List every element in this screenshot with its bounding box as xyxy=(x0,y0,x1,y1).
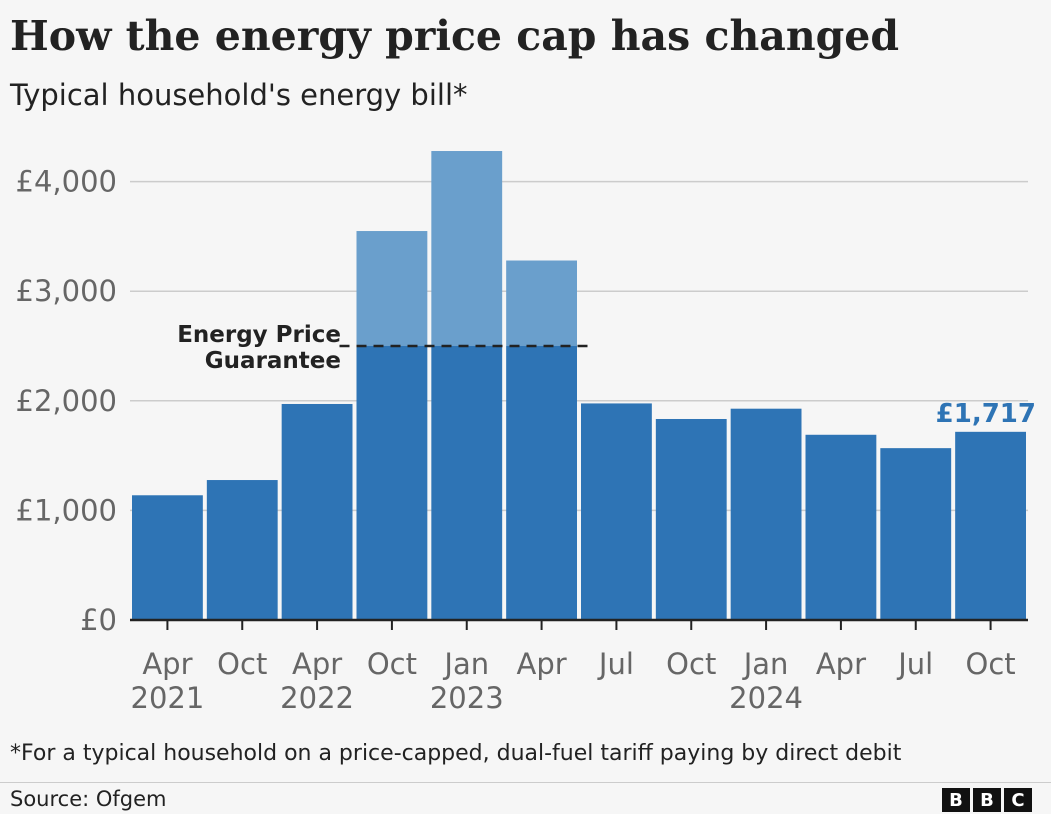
y-tick-label: £2,000 xyxy=(16,384,117,418)
bar xyxy=(955,431,1026,620)
x-tick-label: Apr xyxy=(816,647,866,681)
bar xyxy=(431,346,503,620)
guarantee-label: Energy Price xyxy=(177,322,341,348)
bar xyxy=(805,434,877,620)
bar xyxy=(356,346,428,620)
bar xyxy=(281,403,353,620)
bar-above-guarantee xyxy=(431,151,503,346)
source-note: Source: Ofgem xyxy=(10,787,167,811)
x-tick-label: Oct xyxy=(666,647,716,681)
x-tick-label: Jul xyxy=(896,647,933,681)
bar xyxy=(132,495,203,620)
footer-divider xyxy=(0,782,1051,783)
bbc-logo: B B C xyxy=(942,788,1032,812)
bar xyxy=(730,408,802,620)
y-tick-label: £3,000 xyxy=(16,274,117,308)
bar xyxy=(206,480,278,620)
value-annotation: £1,717 xyxy=(936,399,1036,429)
y-tick-label: £4,000 xyxy=(16,165,117,199)
x-tick-label: Jul xyxy=(597,647,634,681)
chart-subtitle: Typical household's energy bill* xyxy=(10,78,468,112)
x-tick-label: Apr xyxy=(516,647,566,681)
bar xyxy=(506,346,577,620)
guarantee-label: Guarantee xyxy=(205,348,341,374)
x-tick-label: Jan xyxy=(742,647,789,681)
x-tick-label: Oct xyxy=(966,647,1016,681)
footnote: *For a typical household on a price-capp… xyxy=(10,741,902,766)
chart-title: How the energy price cap has changed xyxy=(10,12,900,60)
x-tick-year-label: 2022 xyxy=(280,681,354,715)
logo-letter: C xyxy=(1004,788,1032,812)
x-tick-label: Oct xyxy=(217,647,267,681)
x-tick-year-label: 2024 xyxy=(729,681,803,715)
bar-above-guarantee xyxy=(356,231,428,346)
x-tick-label: Apr xyxy=(292,647,342,681)
logo-letter: B xyxy=(942,788,970,812)
x-tick-label: Apr xyxy=(142,647,192,681)
x-tick-year-label: 2021 xyxy=(131,681,205,715)
x-tick-year-label: 2023 xyxy=(430,681,504,715)
x-tick-label: Oct xyxy=(367,647,417,681)
y-tick-label: £0 xyxy=(80,603,117,637)
bar xyxy=(655,418,727,620)
bar xyxy=(880,448,952,620)
y-tick-label: £1,000 xyxy=(16,493,117,527)
bar xyxy=(581,403,652,620)
bar-above-guarantee xyxy=(506,260,577,346)
logo-letter: B xyxy=(973,788,1001,812)
x-tick-label: Jan xyxy=(442,647,489,681)
